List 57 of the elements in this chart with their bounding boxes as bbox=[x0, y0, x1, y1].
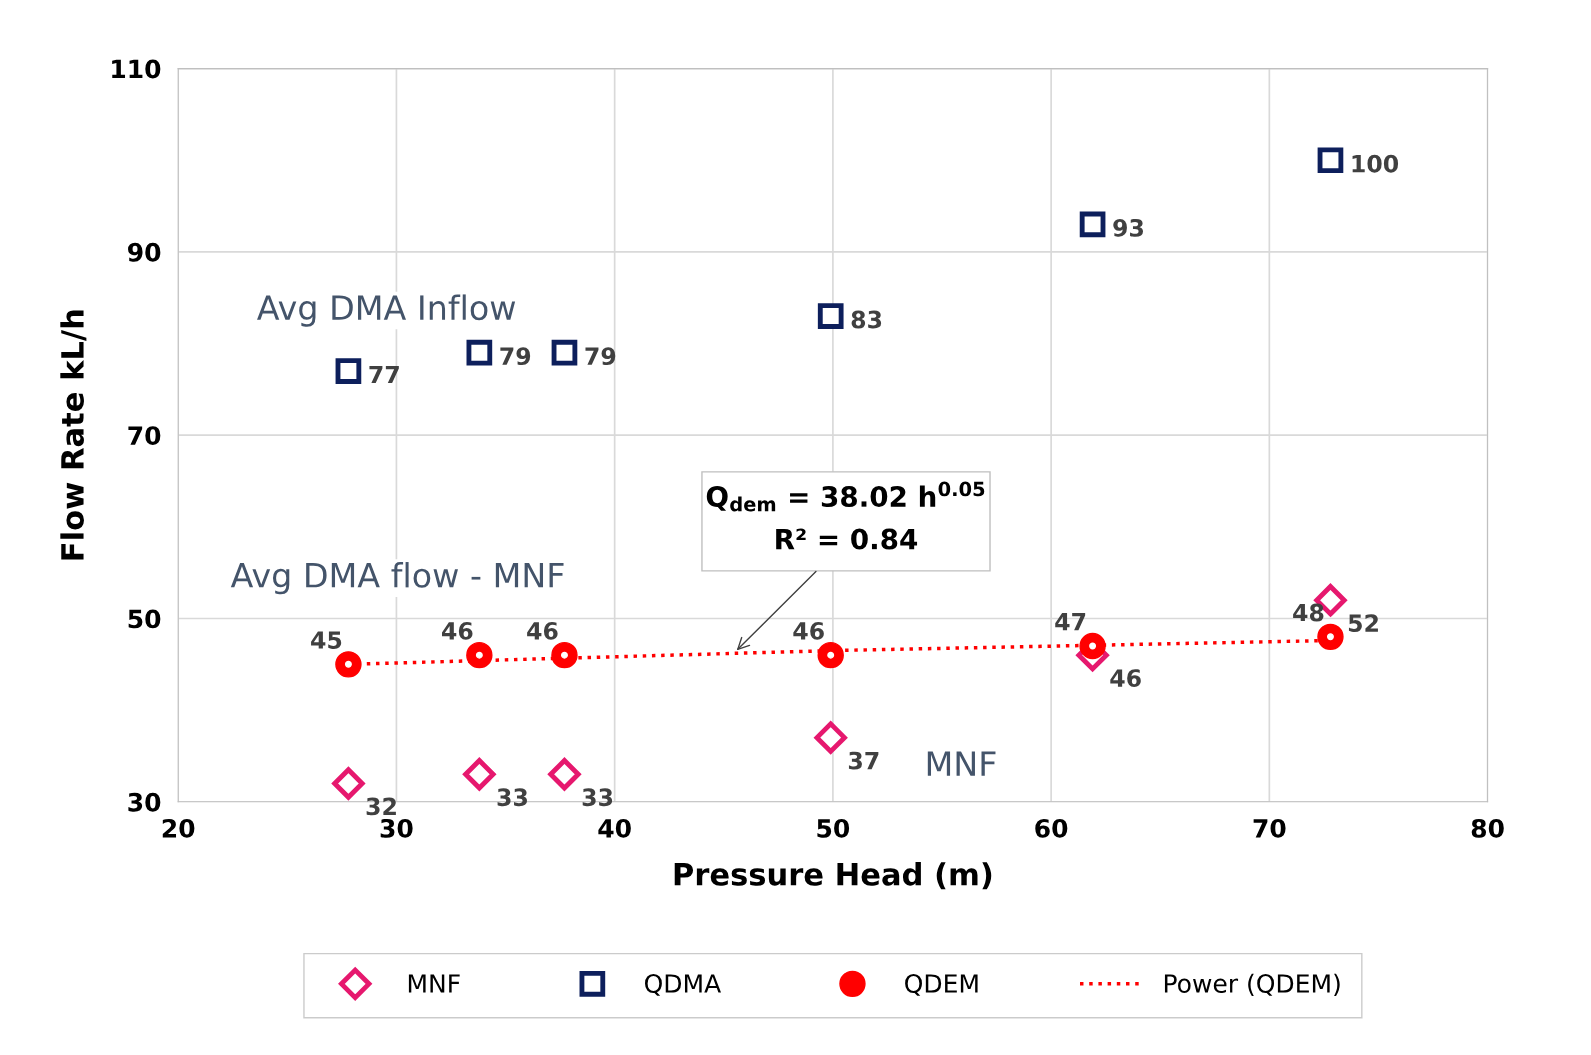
data-label: 83 bbox=[851, 310, 882, 329]
legend-label: MNF bbox=[408, 974, 460, 993]
data-label: 100 bbox=[1352, 154, 1399, 173]
point bbox=[814, 721, 847, 754]
x-tick-label: 20 bbox=[162, 818, 195, 838]
point bbox=[817, 303, 844, 329]
legend-label: QDMA bbox=[645, 974, 721, 996]
point bbox=[332, 767, 365, 800]
point bbox=[466, 641, 493, 669]
point bbox=[1079, 211, 1106, 238]
legend-label: QDEM bbox=[905, 974, 978, 996]
x-tick-label: 50 bbox=[817, 818, 850, 838]
y-tick-label: 30 bbox=[128, 792, 161, 812]
data-label: 93 bbox=[1113, 218, 1144, 237]
annotation: Q$_{dem}$ = 38.02 h$^{0.05}$ bbox=[706, 481, 985, 512]
data-label: 52 bbox=[1348, 614, 1378, 633]
y-axis-title: Flow Rate kL/h bbox=[60, 310, 87, 560]
point bbox=[1079, 632, 1106, 660]
data-label: 46 bbox=[793, 621, 824, 640]
data-label: 46 bbox=[1110, 669, 1141, 688]
point bbox=[1317, 147, 1344, 174]
data-label: 32 bbox=[366, 797, 396, 816]
x-tick-label: 70 bbox=[1253, 818, 1286, 838]
annotation: Avg DMA flow - MNF bbox=[230, 562, 564, 595]
data-label: 79 bbox=[585, 347, 616, 366]
point bbox=[551, 641, 578, 669]
data-label: 33 bbox=[582, 788, 613, 807]
annotation: R² = 0.84 bbox=[776, 528, 918, 550]
data-label: 48 bbox=[1293, 603, 1324, 622]
y-tick-label: 110 bbox=[112, 59, 161, 79]
point bbox=[335, 651, 362, 678]
data-label: 79 bbox=[500, 347, 531, 366]
data-label: 46 bbox=[527, 621, 558, 640]
x-tick-label: 60 bbox=[1035, 818, 1068, 838]
data-label: 47 bbox=[1055, 613, 1086, 631]
data-label: 33 bbox=[497, 788, 527, 807]
x-axis-title: Pressure Head (m) bbox=[674, 862, 992, 890]
point bbox=[335, 358, 362, 384]
point bbox=[463, 758, 496, 791]
legend-label: Power (QDEM) bbox=[1164, 973, 1340, 996]
point bbox=[551, 339, 578, 366]
data-label: 46 bbox=[442, 621, 473, 640]
y-tick-label: 70 bbox=[128, 426, 161, 446]
y-tick-label: 90 bbox=[128, 242, 161, 262]
data-label: 45 bbox=[311, 631, 342, 649]
x-tick-label: 40 bbox=[598, 818, 631, 838]
annotation: Avg DMA Inflow bbox=[257, 294, 516, 327]
data-label: 37 bbox=[848, 751, 879, 770]
data-label: 77 bbox=[369, 365, 399, 384]
x-tick-label: 30 bbox=[380, 818, 413, 838]
y-tick-label: 50 bbox=[128, 609, 161, 629]
point bbox=[1317, 623, 1344, 651]
annotation: MNF bbox=[927, 751, 996, 776]
point bbox=[548, 758, 581, 791]
x-tick-label: 80 bbox=[1471, 818, 1504, 838]
point bbox=[466, 339, 493, 366]
point bbox=[817, 641, 844, 669]
